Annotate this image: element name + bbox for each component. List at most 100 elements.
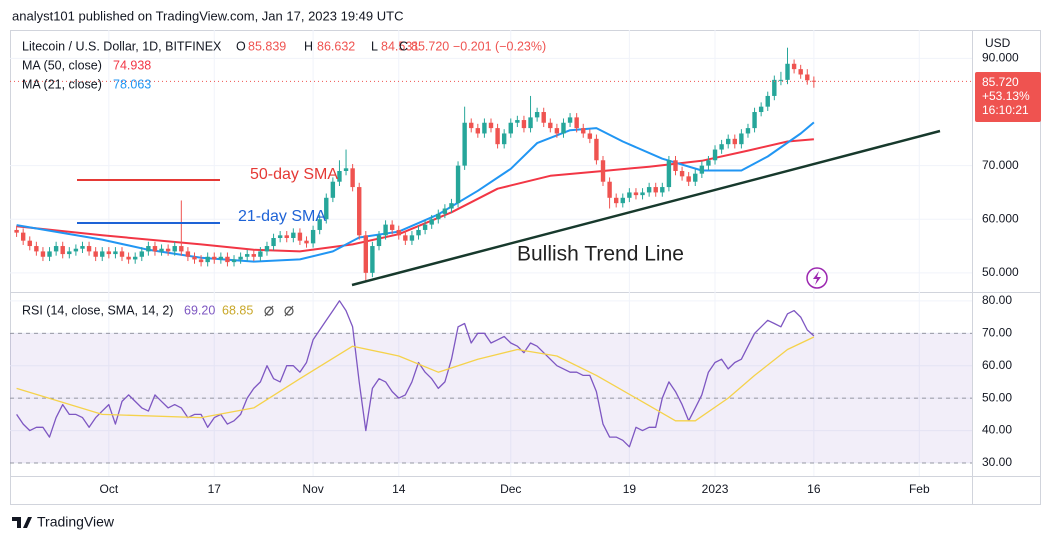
candle-body xyxy=(337,170,342,182)
legend-change: −0.201 (−0.23%) xyxy=(453,39,546,53)
candle-body xyxy=(699,165,705,174)
axis-label: USD xyxy=(985,36,1011,50)
candle-body xyxy=(93,251,98,257)
candle-body xyxy=(370,246,375,273)
candle-body xyxy=(422,224,428,230)
hidden-icons[interactable] xyxy=(264,305,294,317)
candle-body xyxy=(541,112,546,123)
ma-legend: MA (21, close) xyxy=(22,77,102,91)
candle-body xyxy=(324,197,329,220)
candle-body xyxy=(139,251,144,257)
candle-body xyxy=(561,122,566,134)
candle-body xyxy=(778,79,784,81)
candle-body xyxy=(475,128,481,134)
candle-body xyxy=(198,259,204,263)
line xyxy=(16,336,815,422)
candle-body xyxy=(20,232,26,241)
candle-body xyxy=(745,128,751,134)
candle-body xyxy=(47,251,52,257)
legend-value: 86.632 xyxy=(317,39,355,53)
event-icon-bolt xyxy=(813,271,821,285)
candle-body xyxy=(758,106,764,113)
candle-body xyxy=(152,246,158,252)
candle-body xyxy=(165,248,171,252)
candle-body xyxy=(27,240,32,247)
candle-body xyxy=(482,122,487,134)
event-icon[interactable] xyxy=(806,267,828,289)
candle-body xyxy=(607,181,612,198)
candle-body xyxy=(264,246,270,252)
badge-change: +53.13% xyxy=(982,89,1030,103)
x-tick-label: Nov xyxy=(302,482,323,496)
candle-body xyxy=(185,251,191,257)
ma-legend-value: 78.063 xyxy=(113,77,151,91)
candle-body xyxy=(258,251,263,257)
candle-body xyxy=(225,256,230,263)
candle-body xyxy=(574,117,579,129)
y-tick-label: 70.000 xyxy=(982,158,1019,172)
candle-body xyxy=(376,235,382,247)
candle-body xyxy=(455,165,461,204)
candle-body xyxy=(231,259,237,263)
candle-body xyxy=(673,160,678,171)
candle-body xyxy=(469,122,474,129)
candle-body xyxy=(159,248,164,252)
candle-body xyxy=(805,74,810,81)
candle-body xyxy=(772,79,777,96)
candle-body xyxy=(515,120,520,123)
candle-body xyxy=(581,128,586,134)
annotation: 21-day SMA xyxy=(238,208,326,225)
candle-body xyxy=(791,63,797,70)
candle-body xyxy=(739,133,744,145)
candle-body xyxy=(383,224,388,236)
x-tick-label: 2023 xyxy=(702,482,729,496)
x-tick-label: 19 xyxy=(623,482,637,496)
candle-body xyxy=(132,256,138,260)
candle-body xyxy=(811,80,817,82)
candle-body xyxy=(693,173,698,182)
candle-body xyxy=(534,112,540,118)
y-tick-label: 40.00 xyxy=(982,423,1012,437)
candle-body xyxy=(594,138,599,161)
badge-price: 85.720 xyxy=(982,75,1019,89)
candle-body xyxy=(752,112,757,129)
candle-body xyxy=(653,187,658,193)
candle-body xyxy=(304,240,309,244)
candle-body xyxy=(495,128,500,145)
candle-body xyxy=(34,246,39,252)
candle-body xyxy=(403,235,408,241)
publisher: analyst101 published on TradingView.com,… xyxy=(12,8,403,23)
legend-key: L xyxy=(371,39,378,53)
legend-key: O xyxy=(236,39,246,53)
candle-body xyxy=(719,144,724,150)
annotation: Bullish Trend Line xyxy=(517,243,684,266)
logo-icon xyxy=(12,517,32,528)
ma-legend: MA (50, close) xyxy=(22,58,102,72)
ma-legend-value: 74.938 xyxy=(113,58,151,72)
rsi-legend-value: 69.20 xyxy=(184,303,215,317)
candle-body xyxy=(297,232,303,241)
candle-body xyxy=(587,133,593,139)
legend-value: 85.720 xyxy=(411,39,449,53)
candle-body xyxy=(192,256,197,260)
candle-body xyxy=(317,219,322,230)
candle-body xyxy=(442,208,448,214)
legend-value: 84.531 xyxy=(381,39,419,53)
candle-body xyxy=(600,160,606,182)
candle-body xyxy=(238,256,243,260)
candle-body xyxy=(284,235,289,238)
candle-body xyxy=(508,122,513,134)
y-tick-label: 50.00 xyxy=(982,390,1012,404)
candle-body xyxy=(679,170,685,177)
candle-body xyxy=(462,122,467,166)
candle-body xyxy=(712,149,718,161)
candle-body xyxy=(436,213,441,220)
candle-body xyxy=(627,192,632,198)
candle-body xyxy=(416,229,421,236)
candle-body xyxy=(40,251,46,257)
candle-body xyxy=(73,248,79,252)
price-badge xyxy=(975,72,1041,122)
line xyxy=(16,300,815,448)
candle-body xyxy=(528,117,533,129)
